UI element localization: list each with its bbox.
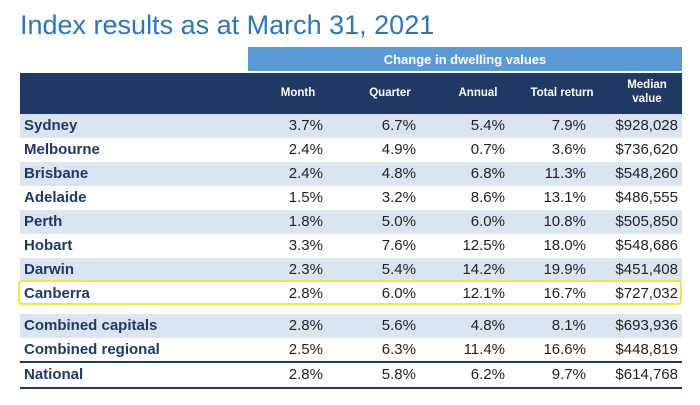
quarter-value: 3.2% <box>381 189 416 206</box>
col-median-line2: value <box>632 93 662 105</box>
total-return-value: 16.7% <box>543 285 586 302</box>
quarter-value: 5.6% <box>381 317 416 334</box>
month-value: 2.3% <box>288 261 323 278</box>
annual-value: 11.4% <box>463 341 505 358</box>
median-value: $548,686 <box>615 237 678 254</box>
page-title: Index results as at March 31, 2021 <box>20 10 435 40</box>
table-row: Combined regional 2.5% 6.3% 11.4% 16.6% $448,… <box>20 338 682 362</box>
region-name: Combined regional <box>24 341 160 358</box>
quarter-value: 4.9% <box>381 141 416 158</box>
total-return-value: 10.8% <box>543 213 586 230</box>
quarter-value: 5.0% <box>381 213 416 230</box>
table-group-header: Change in dwelling values <box>248 47 682 71</box>
table-row: Melbourne 2.4% 4.9% 0.7% 3.6% $736,620 <box>20 138 682 162</box>
total-return-value: 16.6% <box>543 341 586 358</box>
total-return-value: 8.1% <box>551 317 586 334</box>
median-value: $486,555 <box>615 189 678 206</box>
month-value: 2.8% <box>288 366 323 383</box>
region-name: National <box>24 366 84 383</box>
col-total-return: Total return <box>530 87 594 99</box>
table-row: Combined capitals 2.8% 5.6% 4.8% 8.1% $693,93… <box>20 314 682 338</box>
median-value: $928,028 <box>615 117 678 134</box>
median-value: $614,768 <box>615 366 678 383</box>
annual-value: 6.0% <box>470 213 505 230</box>
table-row: Canberra 2.8% 6.0% 12.1% 16.7% $727,032 <box>20 282 682 306</box>
month-value: 2.8% <box>288 317 323 334</box>
median-value: $736,620 <box>615 141 678 158</box>
annual-value: 6.2% <box>470 366 505 383</box>
region-name: Combined capitals <box>24 317 158 334</box>
canberra-highlight-box <box>18 280 682 305</box>
table-column-header: Month Quarter Annual Total return Median… <box>20 73 682 114</box>
annual-value: 6.8% <box>470 165 505 182</box>
region-name: Melbourne <box>24 141 100 158</box>
col-annual: Annual <box>458 87 498 99</box>
total-return-value: 3.6% <box>551 141 586 158</box>
annual-value: 4.8% <box>470 317 505 334</box>
total-return-value: 9.7% <box>551 366 586 383</box>
month-value: 3.3% <box>288 237 323 254</box>
quarter-value: 5.8% <box>381 366 416 383</box>
col-median-line1: Median <box>627 79 667 91</box>
annual-value: 8.6% <box>470 189 505 206</box>
table-row: Sydney 3.7% 6.7% 5.4% 7.9% $928,028 <box>20 114 682 138</box>
quarter-value: 6.7% <box>381 117 416 134</box>
annual-value: 0.7% <box>470 141 505 158</box>
median-value: $727,032 <box>615 285 678 302</box>
region-name: Adelaide <box>24 189 87 206</box>
month-value: 3.7% <box>288 117 323 134</box>
month-value: 2.4% <box>288 141 323 158</box>
table-row: Darwin 2.3% 5.4% 14.2% 19.9% $451,408 <box>20 258 682 282</box>
median-value: $548,260 <box>615 165 678 182</box>
national-top-divider <box>20 361 682 363</box>
table-row: Brisbane 2.4% 4.8% 6.8% 11.3% $548,260 <box>20 162 682 186</box>
region-name: Perth <box>24 213 63 230</box>
median-value: $451,408 <box>615 261 678 278</box>
total-return-value: 19.9% <box>543 261 586 278</box>
col-median-value: Median value <box>614 78 680 106</box>
month-value: 1.8% <box>288 213 323 230</box>
total-return-value: 7.9% <box>551 117 586 134</box>
month-value: 2.5% <box>288 341 323 358</box>
region-name: Brisbane <box>24 165 89 182</box>
total-return-value: 13.1% <box>543 189 586 206</box>
median-value: $693,936 <box>615 317 678 334</box>
median-value: $505,850 <box>615 213 678 230</box>
total-return-value: 11.3% <box>544 165 586 182</box>
median-value: $448,819 <box>615 341 678 358</box>
table-row: Hobart 3.3% 7.6% 12.5% 18.0% $548,686 <box>20 234 682 258</box>
annual-value: 12.1% <box>462 285 505 302</box>
region-name: Sydney <box>24 117 78 134</box>
table-row: National 2.8% 5.8% 6.2% 9.7% $614,768 <box>20 363 682 387</box>
quarter-value: 6.0% <box>381 285 416 302</box>
quarter-value: 7.6% <box>381 237 416 254</box>
month-value: 2.8% <box>288 285 323 302</box>
col-quarter: Quarter <box>369 87 411 99</box>
quarter-value: 5.4% <box>381 261 416 278</box>
col-month: Month <box>280 87 316 99</box>
annual-value: 14.2% <box>462 261 505 278</box>
annual-value: 12.5% <box>462 237 505 254</box>
month-value: 1.5% <box>288 189 323 206</box>
table-row: Adelaide 1.5% 3.2% 8.6% 13.1% $486,555 <box>20 186 682 210</box>
total-return-value: 18.0% <box>543 237 586 254</box>
table-row: Perth 1.8% 5.0% 6.0% 10.8% $505,850 <box>20 210 682 234</box>
month-value: 2.4% <box>288 165 323 182</box>
table-bottom-divider <box>20 387 682 389</box>
quarter-value: 6.3% <box>381 341 416 358</box>
region-name: Hobart <box>24 237 73 254</box>
quarter-value: 4.8% <box>381 165 416 182</box>
region-name: Darwin <box>24 261 75 278</box>
annual-value: 5.4% <box>470 117 505 134</box>
group-header-label: Change in dwelling values <box>383 51 547 67</box>
region-name: Canberra <box>24 285 90 302</box>
